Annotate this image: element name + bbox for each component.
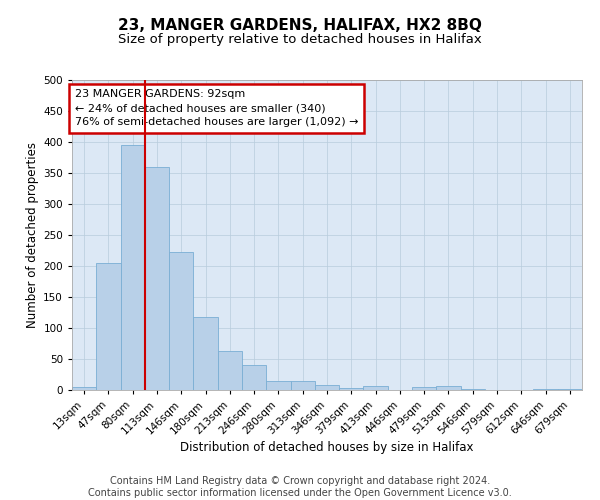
Bar: [218, 351, 242, 390]
Bar: [193, 317, 218, 390]
Y-axis label: Number of detached properties: Number of detached properties: [26, 142, 39, 328]
X-axis label: Distribution of detached houses by size in Halifax: Distribution of detached houses by size …: [180, 442, 474, 454]
Bar: [315, 385, 339, 390]
Bar: [339, 388, 364, 390]
Bar: [266, 382, 290, 390]
Bar: [412, 387, 436, 390]
Bar: [242, 365, 266, 390]
Bar: [72, 387, 96, 390]
Bar: [558, 389, 582, 390]
Bar: [290, 382, 315, 390]
Bar: [169, 252, 193, 390]
Bar: [461, 389, 485, 390]
Text: 23, MANGER GARDENS, HALIFAX, HX2 8BQ: 23, MANGER GARDENS, HALIFAX, HX2 8BQ: [118, 18, 482, 32]
Bar: [96, 263, 121, 390]
Text: Size of property relative to detached houses in Halifax: Size of property relative to detached ho…: [118, 32, 482, 46]
Bar: [436, 386, 461, 390]
Text: Contains HM Land Registry data © Crown copyright and database right 2024.
Contai: Contains HM Land Registry data © Crown c…: [88, 476, 512, 498]
Bar: [364, 386, 388, 390]
Bar: [145, 167, 169, 390]
Text: 23 MANGER GARDENS: 92sqm
← 24% of detached houses are smaller (340)
76% of semi-: 23 MANGER GARDENS: 92sqm ← 24% of detach…: [74, 90, 358, 128]
Bar: [121, 145, 145, 390]
